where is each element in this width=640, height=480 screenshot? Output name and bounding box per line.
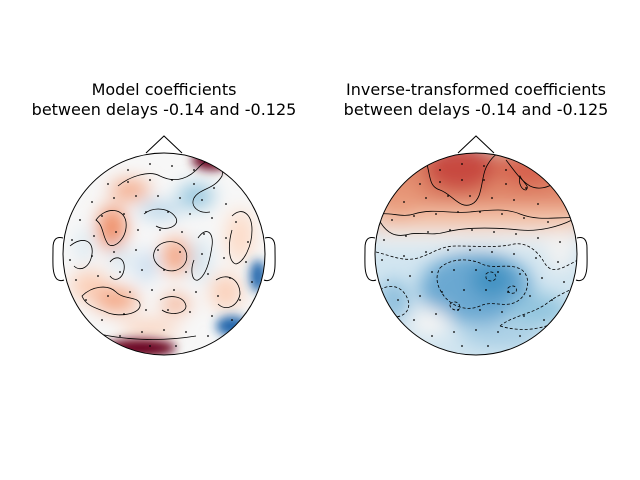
nose-outline [145,135,183,154]
title-line-1: Model coefficients [91,80,237,99]
head-outline [374,152,578,356]
sensor-markers [69,163,253,347]
title-inverse-coefficients: Inverse-transformed coefficients between… [316,80,636,120]
title-line-1: Inverse-transformed coefficients [346,80,606,99]
left-ear-outline [52,237,65,282]
sensor-markers [381,163,565,347]
title-line-2: between delays -0.14 and -0.125 [31,100,297,119]
right-ear-outline [575,237,588,282]
right-ear-outline [263,237,276,282]
topomap-model-coefficients [52,135,276,356]
head-outline [62,152,266,356]
title-line-2: between delays -0.14 and -0.125 [343,100,609,119]
left-ear-outline [364,237,377,282]
topomap-contours [375,153,577,236]
nose-outline [457,135,495,154]
topomap-inverse-coefficients [364,135,588,356]
title-model-coefficients: Model coefficients between delays -0.14 … [4,80,324,120]
